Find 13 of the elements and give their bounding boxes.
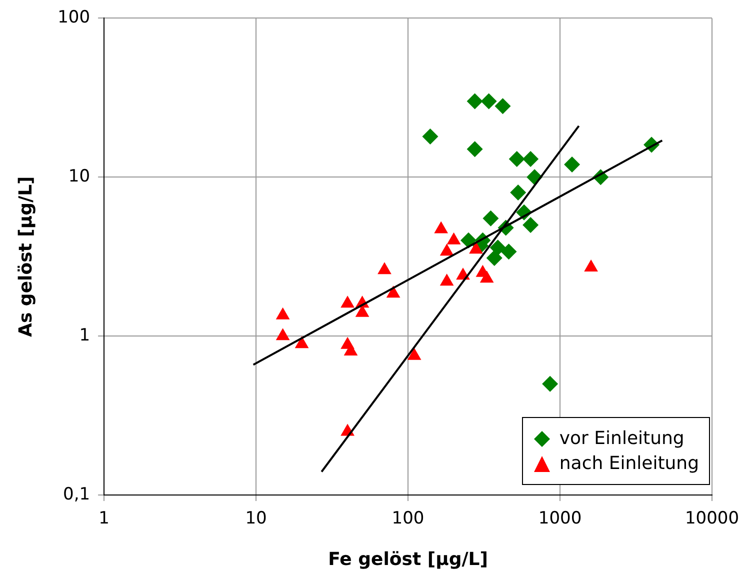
legend-label: nach Einleitung (559, 453, 699, 474)
x-tick-label: 10 (245, 508, 267, 529)
x-tick-label: 10000 (684, 508, 740, 529)
legend-label: vor Einleitung (559, 428, 684, 449)
x-tick-label: 1 (98, 508, 110, 529)
y-tick-label: 1 (79, 325, 90, 346)
y-axis-title: As gelöst [µg/L] (15, 176, 36, 337)
x-tick-label: 100 (392, 508, 424, 529)
y-tick-label: 100 (58, 8, 90, 28)
x-tick-label: 1000 (538, 508, 582, 529)
x-axis-title: Fe gelöst [µg/L] (328, 548, 488, 570)
y-tick-label: 0,1 (63, 484, 90, 504)
y-tick-label: 10 (68, 166, 90, 187)
